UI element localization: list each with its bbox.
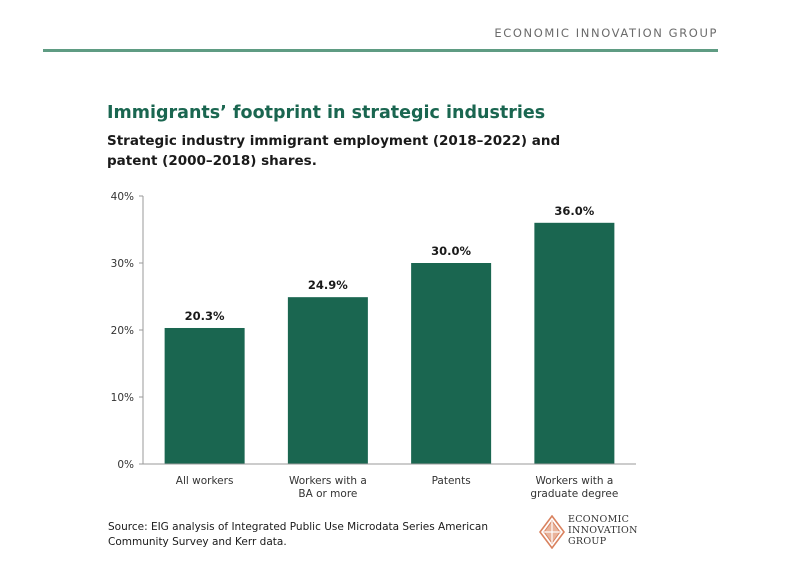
x-tick-label: Workers with a: [289, 475, 367, 487]
source-line: Community Survey and Kerr data.: [108, 536, 287, 548]
y-tick-label: 20%: [111, 325, 134, 337]
x-tick-label: Patents: [432, 475, 471, 487]
data-label: 24.9%: [308, 278, 348, 292]
bar: [287, 297, 368, 464]
x-tick-label: BA or more: [298, 488, 357, 500]
chart-title: Immigrants’ footprint in strategic indus…: [107, 103, 546, 123]
source-line: Source: EIG analysis of Integrated Publi…: [108, 521, 488, 533]
logo-text-line: ECONOMIC: [568, 514, 630, 525]
x-tick-label: graduate degree: [530, 488, 618, 500]
bar: [411, 263, 492, 464]
data-label: 30.0%: [431, 244, 471, 258]
diamond-logo-icon: [539, 515, 565, 549]
bar: [534, 222, 615, 464]
logo-text-line: INNOVATION: [568, 525, 638, 536]
y-tick-label: 0%: [117, 459, 134, 471]
y-tick-label: 30%: [111, 258, 134, 270]
x-tick-label: Workers with a: [535, 475, 613, 487]
data-label: 36.0%: [554, 204, 594, 218]
y-tick-label: 40%: [111, 191, 134, 203]
eig-logo: ECONOMIC INNOVATION GROUP: [539, 514, 669, 550]
source-note: Source: EIG analysis of Integrated Publi…: [108, 520, 508, 550]
bar: [164, 327, 245, 464]
data-label: 20.3%: [185, 309, 225, 323]
chart-subtitle: Strategic industry immigrant employment …: [107, 133, 561, 169]
org-header: ECONOMIC INNOVATION GROUP: [494, 26, 718, 40]
y-tick-label: 10%: [111, 392, 134, 404]
logo-text-line: GROUP: [568, 536, 607, 547]
x-tick-label: All workers: [176, 475, 234, 487]
header-rule: [43, 49, 718, 52]
